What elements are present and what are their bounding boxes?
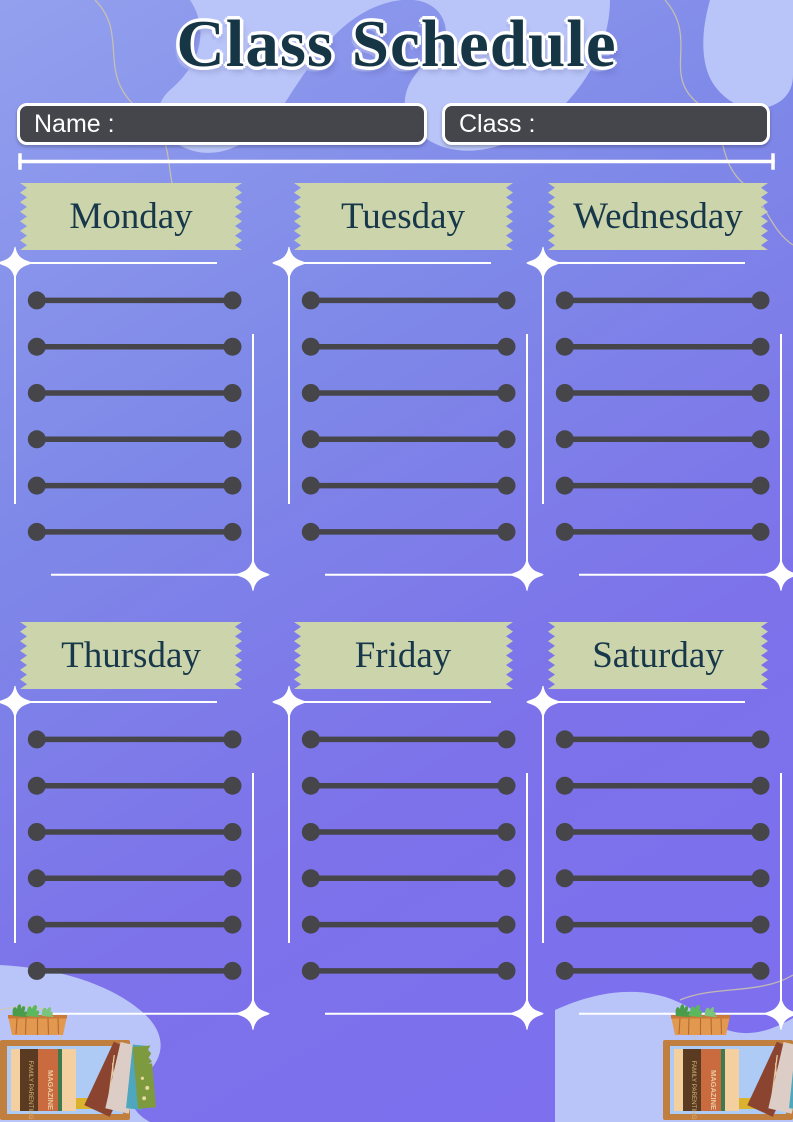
svg-text:Tuesday: Tuesday: [341, 196, 466, 237]
svg-text:Saturday: Saturday: [592, 635, 724, 676]
svg-text:MAGAZINE: MAGAZINE: [46, 1070, 55, 1110]
svg-text:MAGAZINE: MAGAZINE: [709, 1070, 718, 1110]
svg-text:FAMILY PARENTING: FAMILY PARENTING: [27, 1061, 34, 1120]
svg-text:Friday: Friday: [355, 635, 452, 676]
svg-text:Monday: Monday: [69, 196, 193, 237]
svg-text:Wednesday: Wednesday: [573, 196, 743, 237]
svg-text:FAMILY PARENTING: FAMILY PARENTING: [690, 1061, 697, 1120]
svg-text:Thursday: Thursday: [61, 635, 201, 676]
